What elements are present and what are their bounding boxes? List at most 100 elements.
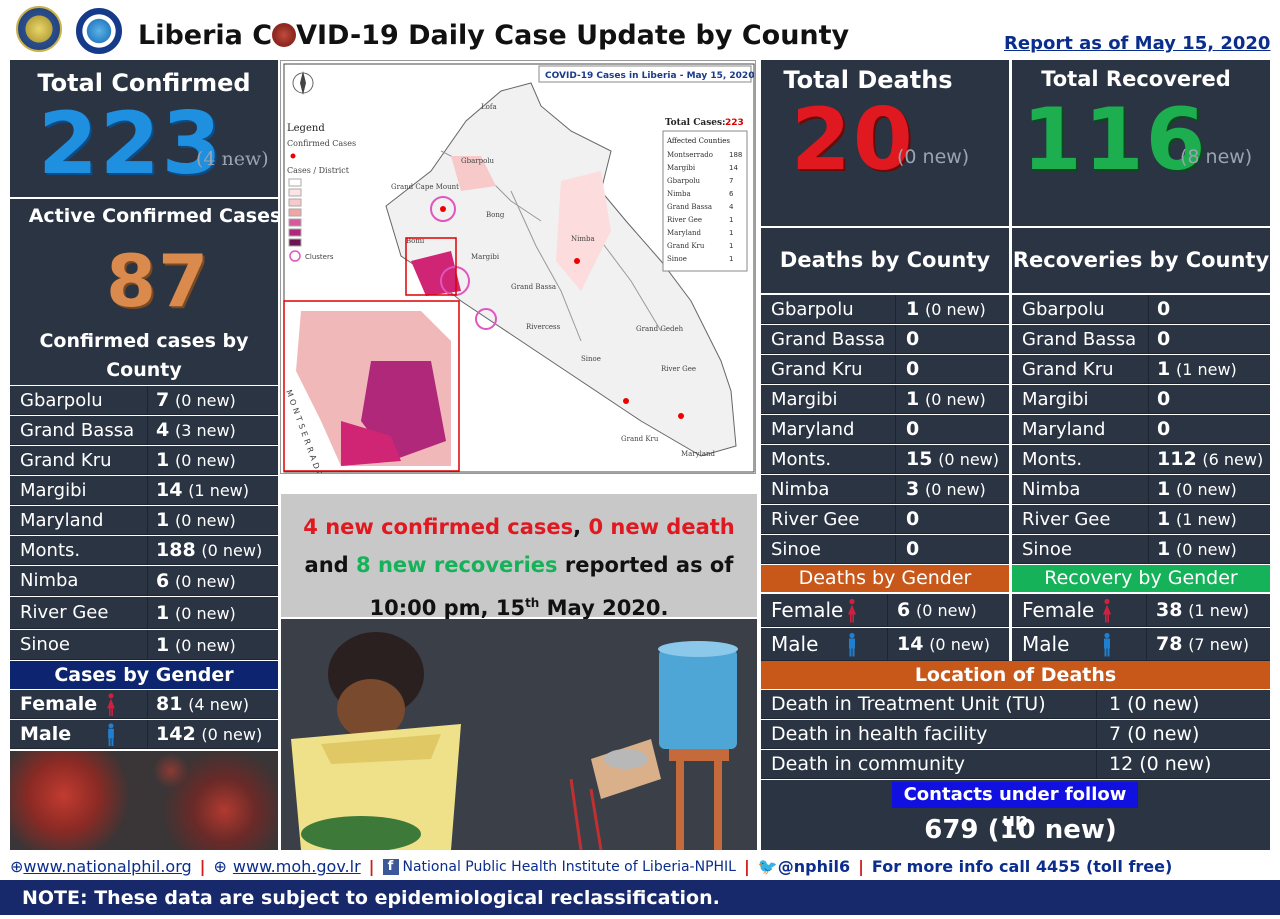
row-label: Grand Bassa [771,328,886,350]
row-value: 38 (1 new) [1156,599,1250,621]
row-label: Grand Kru [1022,358,1114,380]
total-recovered-label: Total Recovered [1041,67,1231,91]
row-label: Female [20,693,98,715]
affected-county-name: Gbarpolu [667,177,701,185]
affected-county-name: Grand Bassa [667,203,712,211]
county-label: Sinoe [581,355,601,363]
map-title: COVID-19 Cases in Liberia - May 15, 2020 [545,71,754,81]
globe-icon: ⊕ [10,857,24,876]
row-value: 142 (0 new) [156,723,263,745]
table-row: Margibi 14 (1 new) [10,476,278,505]
row-value: 4 (3 new) [156,419,236,441]
active-cases-value: 87 [106,239,211,323]
affected-county-value: 1 [729,242,733,250]
row-value: 0 [1157,298,1171,320]
footer-note: NOTE: These data are subject to epidemio… [0,880,1280,915]
row-label: Death in community [771,753,965,775]
row-label: Female [1022,598,1095,622]
link-nphil-facebook[interactable]: National Public Health Institute of Libe… [402,858,736,875]
deaths-by-gender-header: Deaths by Gender [761,565,1009,592]
table-row: Gbarpolu 0 [1012,295,1270,324]
table-row: Male 14 (0 new) [761,628,1009,661]
active-cases-panel: Active Confirmed Cases 87 Confirmed case… [10,199,281,385]
row-label: Monts. [1022,448,1083,470]
row-label: Sinoe [20,634,70,655]
table-row: Male 142 (0 new) [10,720,278,749]
hygiene-illustration [281,619,757,850]
cases-by-gender-header: Cases by Gender [10,661,278,689]
table-row: Death in Treatment Unit (TU) 1 (0 new) [761,690,1270,719]
total-recovered-new: (8 new) [1180,146,1253,168]
affected-county-value: 1 [729,229,733,237]
svg-text:Confirmed Cases: Confirmed Cases [287,139,356,148]
row-value: 112 (6 new) [1157,448,1264,470]
deaths-by-county-header: Deaths by County [761,228,1009,293]
row-value: 0 [906,508,920,530]
row-label: Grand Bassa [20,419,135,441]
row-value: 15 (0 new) [906,448,1000,470]
affected-county-name: River Gee [667,216,702,224]
affected-county-name: Margibi [667,164,696,172]
county-label: Grand Bassa [511,283,556,291]
table-row: Nimba 6 (0 new) [10,566,278,596]
table-row: Grand Bassa 4 (3 new) [10,416,278,445]
row-value: 0 [1157,328,1171,350]
table-row: River Gee 1 (1 new) [1012,505,1270,534]
table-row: Grand Kru 1 (0 new) [10,446,278,475]
row-value: 1 (0 new) [156,449,236,471]
row-label: Male [771,632,819,656]
covid-map: Legend Confirmed Cases Cases / District … [280,60,756,474]
table-row: River Gee 1 (0 new) [10,597,278,629]
row-label: Gbarpolu [771,298,854,320]
row-value: 1 (0 new) [156,633,236,656]
total-deaths-value: 20 [791,90,915,190]
row-label: Nimba [20,570,79,591]
table-row: Monts. 188 (0 new) [10,536,278,565]
table-row: Maryland 1 (0 new) [10,506,278,535]
svg-text:Total Cases:: Total Cases: [665,118,725,128]
county-label: Margibi [471,253,500,261]
affected-county-value: 188 [729,151,742,159]
row-value: 0 [906,358,920,380]
affected-county-value: 1 [729,216,733,224]
location-of-deaths-header: Location of Deaths [761,661,1270,689]
table-row: Female 38 (1 new) [1012,594,1270,627]
recoveries-by-county-header: Recoveries by County [1012,228,1270,293]
link-twitter[interactable]: @nphil6 [777,857,851,876]
county-label: River Gee [661,365,696,373]
row-label: Gbarpolu [1022,298,1105,320]
recovery-by-gender-header: Recovery by Gender [1012,565,1270,592]
female-icon [106,693,116,716]
map-legend-title: Legend [287,123,325,134]
total-deaths-new: (0 new) [897,146,970,168]
link-moh[interactable]: www.moh.gov.lr [232,857,361,876]
county-label: Bomi [406,237,425,245]
row-value: 1 (0 new) [156,601,236,624]
row-value: 1 (0 new) [1157,538,1237,560]
table-row: Female 6 (0 new) [761,594,1009,627]
affected-county-value: 6 [729,190,734,198]
active-cases-label: Active Confirmed Cases [28,205,282,227]
table-row: Nimba 1 (0 new) [1012,475,1270,504]
total-recovered-panel: Total Recovered 116 (8 new) [1012,60,1270,226]
male-icon [1102,631,1112,658]
affected-county-value: 1 [729,255,733,263]
table-row: Gbarpolu 1 (0 new) [761,295,1009,324]
county-label: Gbarpolu [461,157,495,165]
link-nationalphil[interactable]: www.nationalphil.org [23,857,192,876]
total-deaths-label: Total Deaths [783,66,953,94]
female-icon [1102,597,1112,624]
report-date: Report as of May 15, 2020 [1004,33,1271,54]
virus-o-icon [272,23,297,47]
twitter-icon: 🐦 [757,857,778,876]
table-row: Grand Kru 0 [761,355,1009,384]
row-value: 0 [906,328,920,350]
county-label: Grand Kru [621,435,659,443]
row-label: Male [1022,632,1070,656]
svg-text:223: 223 [725,118,744,128]
row-label: Gbarpolu [20,389,103,411]
table-row: Maryland 0 [1012,415,1270,444]
total-confirmed-new: (4 new) [196,148,269,170]
table-row: Nimba 3 (0 new) [761,475,1009,504]
total-recovered-value: 116 [1022,90,1208,190]
